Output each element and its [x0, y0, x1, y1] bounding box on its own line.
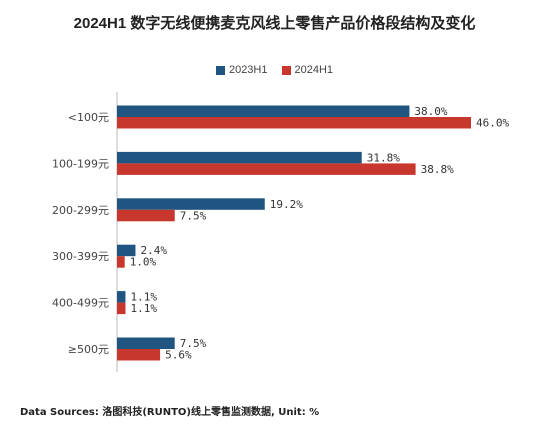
data-label-2024H1-4: 1.1%: [130, 302, 157, 315]
data-label-2023H1-4: 1.1%: [130, 291, 157, 304]
data-label-2024H1-2: 7.5%: [180, 209, 207, 222]
data-label-2023H1-3: 2.4%: [140, 244, 167, 257]
data-label-2024H1-1: 38.8%: [421, 163, 454, 176]
data-label-2023H1-0: 38.0%: [414, 105, 447, 118]
chart-legend: 2023H1 2024H1: [0, 64, 549, 76]
bar-2024H1-5: [117, 349, 161, 361]
bar-2023H1-3: [117, 244, 136, 257]
data-label-2024H1-5: 5.6%: [165, 349, 192, 362]
category-label: ≥500元: [68, 343, 109, 356]
category-label: <100元: [68, 111, 109, 124]
category-label: 400-499元: [52, 297, 109, 310]
data-label-2023H1-5: 7.5%: [180, 337, 207, 350]
bar-2024H1-2: [117, 209, 175, 222]
bar-2023H1-4: [117, 291, 126, 303]
legend-item-2024: 2024H1: [281, 64, 334, 76]
legend-item-2023: 2023H1: [215, 64, 268, 76]
chart-title: 2024H1 数字无线便携麦克风线上零售产品价格段结构及变化: [73, 15, 476, 32]
data-label-2023H1-1: 31.8%: [367, 151, 400, 164]
legend-swatch-2023: [215, 65, 225, 75]
bar-2023H1-5: [117, 337, 175, 349]
bar-2024H1-1: [117, 163, 416, 175]
bar-2023H1-0: [117, 105, 410, 117]
legend-swatch-2024: [281, 65, 291, 75]
data-source-note: Data Sources: 洛图科技(RUNTO)线上零售监测数据, Unit:…: [20, 407, 320, 418]
category-label: 200-299元: [52, 204, 109, 217]
bar-2024H1-0: [117, 117, 471, 129]
category-label: 300-399元: [52, 250, 109, 263]
bar-2024H1-4: [117, 302, 126, 315]
legend-label-2023: 2023H1: [228, 64, 268, 76]
bar-2023H1-2: [117, 198, 265, 210]
bar-2023H1-1: [117, 151, 362, 164]
data-label-2023H1-2: 19.2%: [270, 198, 303, 211]
bar-2024H1-3: [117, 256, 125, 268]
data-label-2024H1-0: 46.0%: [476, 117, 509, 130]
legend-label-2024: 2024H1: [294, 64, 334, 76]
category-label: 100-199元: [52, 157, 109, 170]
data-label-2024H1-3: 1.0%: [130, 256, 157, 269]
